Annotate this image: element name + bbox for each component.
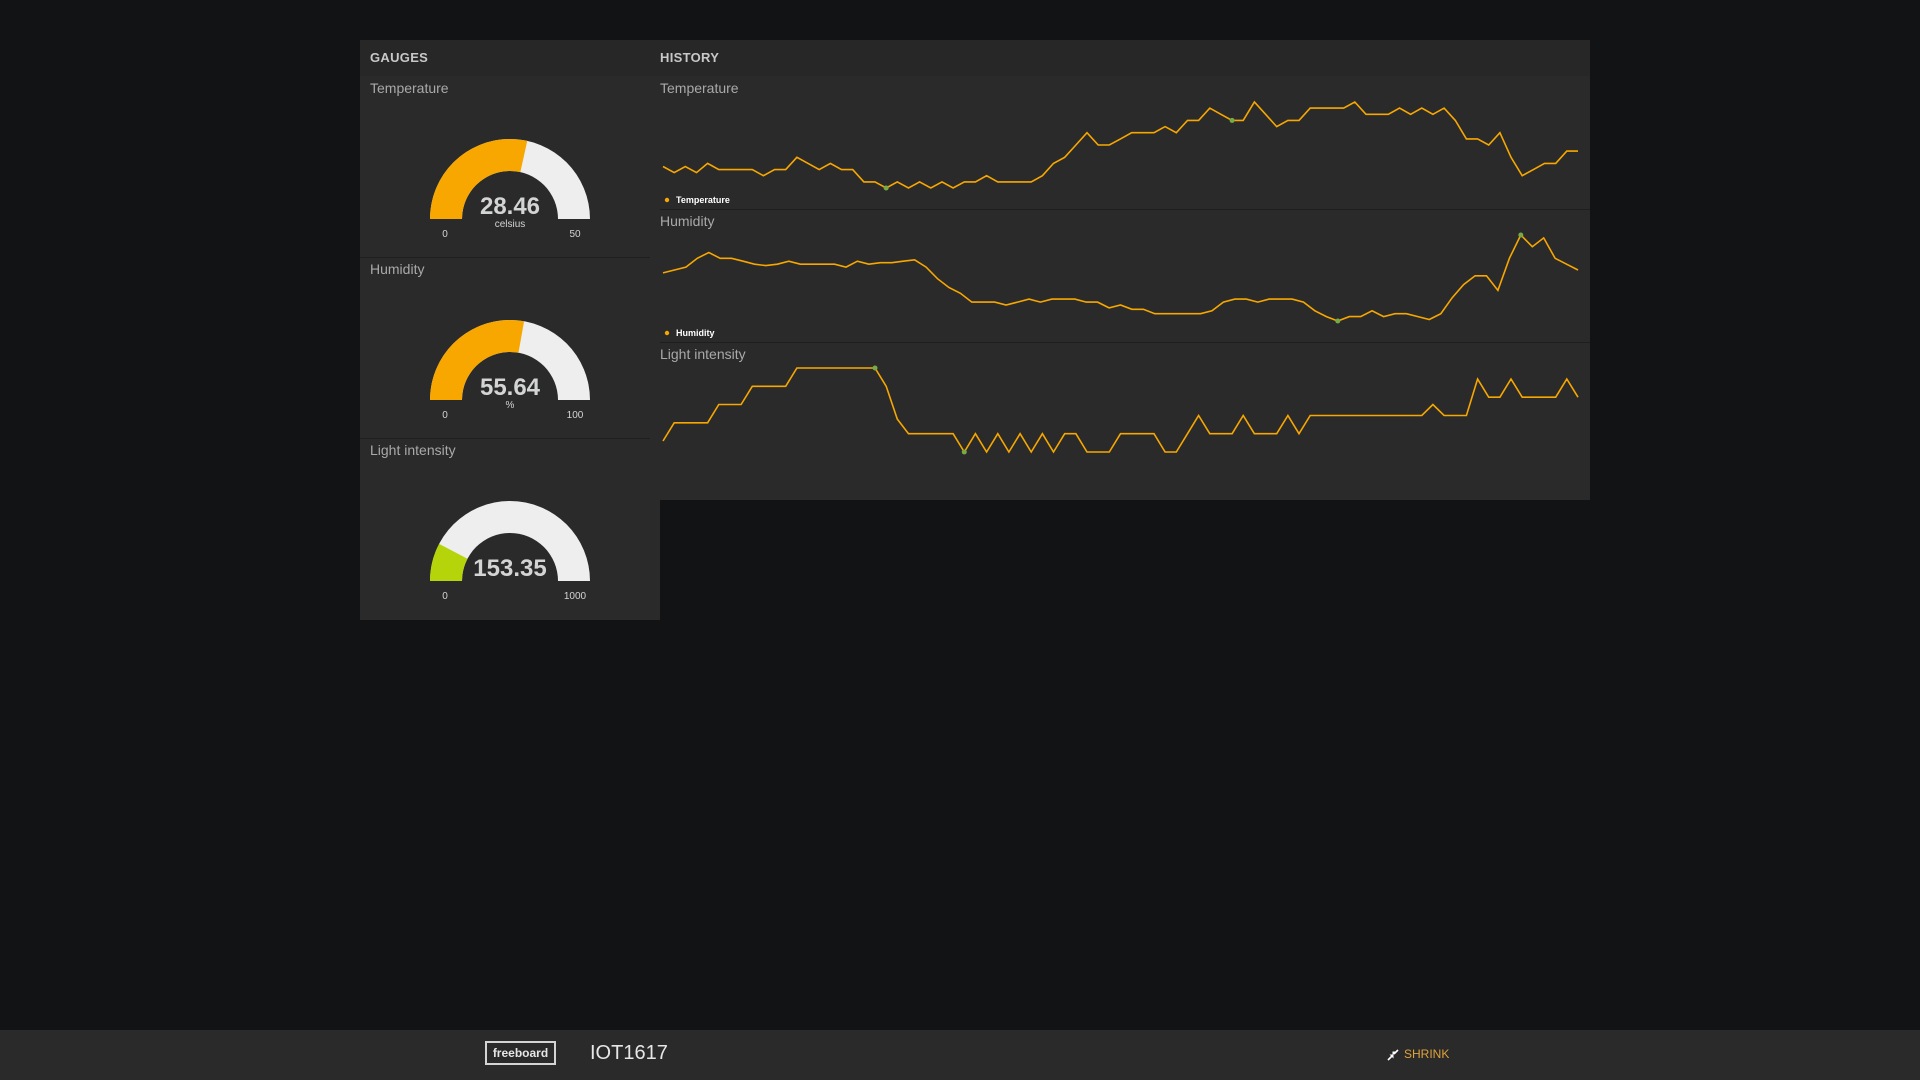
board-title: IOT1617 xyxy=(590,1042,668,1064)
humidity-gauge: 55.64 % 0 100 xyxy=(430,319,590,421)
gauge-fill xyxy=(430,319,525,400)
sparkline-max-marker xyxy=(1229,117,1235,123)
gauge-fill xyxy=(430,543,468,581)
sparkline-max-marker xyxy=(872,365,878,371)
gauge-units: celsius xyxy=(495,219,526,230)
gauge-track xyxy=(430,501,590,581)
sparkline-legend: Humidity xyxy=(676,328,715,338)
temperature-history-title: Temperature xyxy=(660,80,739,96)
gauges-pane-header: GAUGES xyxy=(360,40,660,76)
sparkline-min-marker xyxy=(961,449,967,455)
temperature-history-widget: Temperature Temperature xyxy=(660,76,1590,210)
temperature-gauge-title: Temperature xyxy=(370,80,449,96)
humidity-history-widget: Humidity Humidity xyxy=(660,209,1590,343)
gauge-value: 153.35 xyxy=(473,555,546,582)
freeboard-logo-button[interactable]: freeboard xyxy=(485,1041,556,1065)
sparkline-line xyxy=(662,233,1579,322)
temperature-sparkline: Temperature xyxy=(662,100,1578,205)
gauge-fill xyxy=(430,138,528,219)
light-intensity-gauge-widget: Light intensity 153.35 0 1000 xyxy=(360,438,650,619)
gauge-min-label: 0 xyxy=(442,410,448,421)
gauge-max-label: 50 xyxy=(569,229,581,240)
gauge-units: % xyxy=(506,400,515,411)
gauge-min-label: 0 xyxy=(442,229,448,240)
shrink-icon xyxy=(1387,1049,1399,1061)
humidity-sparkline: Humidity xyxy=(662,232,1579,338)
legend-dot xyxy=(664,330,670,336)
gauge-value: 55.64 xyxy=(480,374,541,401)
humidity-history-title: Humidity xyxy=(660,213,715,229)
temperature-gauge-widget: Temperature 28.46 celsius 0 50 xyxy=(360,76,650,258)
humidity-gauge-widget: Humidity 55.64 % 0 100 xyxy=(360,257,650,439)
sparkline-min-marker xyxy=(883,185,889,191)
board-toolbar: freeboard IOT1617 SHRINK xyxy=(0,1030,1920,1080)
light-intensity-history-widget: Light intensity xyxy=(660,342,1590,500)
sparkline-line xyxy=(662,367,1579,454)
shrink-label: SHRINK xyxy=(1404,1047,1450,1061)
gauge-max-label: 1000 xyxy=(564,591,587,602)
light-intensity-gauge-title: Light intensity xyxy=(370,442,456,458)
light-intensity-history-title: Light intensity xyxy=(660,346,746,362)
humidity-gauge-title: Humidity xyxy=(370,261,425,277)
legend-dot xyxy=(664,197,670,203)
sparkline-line xyxy=(662,100,1578,189)
history-pane: HISTORY Temperature Temperature Humidity… xyxy=(660,40,1590,500)
sparkline-legend: Temperature xyxy=(676,195,730,205)
gauges-pane: GAUGES Temperature 28.46 celsius 0 50 Hu… xyxy=(360,40,660,620)
gauge-max-label: 100 xyxy=(567,410,584,421)
sparkline-max-marker xyxy=(1518,232,1524,238)
temperature-gauge: 28.46 celsius 0 50 xyxy=(430,138,590,240)
history-pane-header: HISTORY xyxy=(660,40,1590,76)
gauge-value: 28.46 xyxy=(480,193,540,220)
shrink-button[interactable]: SHRINK xyxy=(1386,1047,1449,1062)
gauge-min-label: 0 xyxy=(442,591,448,602)
sparkline-min-marker xyxy=(1335,318,1341,324)
light-intensity-sparkline xyxy=(662,365,1579,455)
light-intensity-gauge: 153.35 0 1000 xyxy=(430,501,590,602)
